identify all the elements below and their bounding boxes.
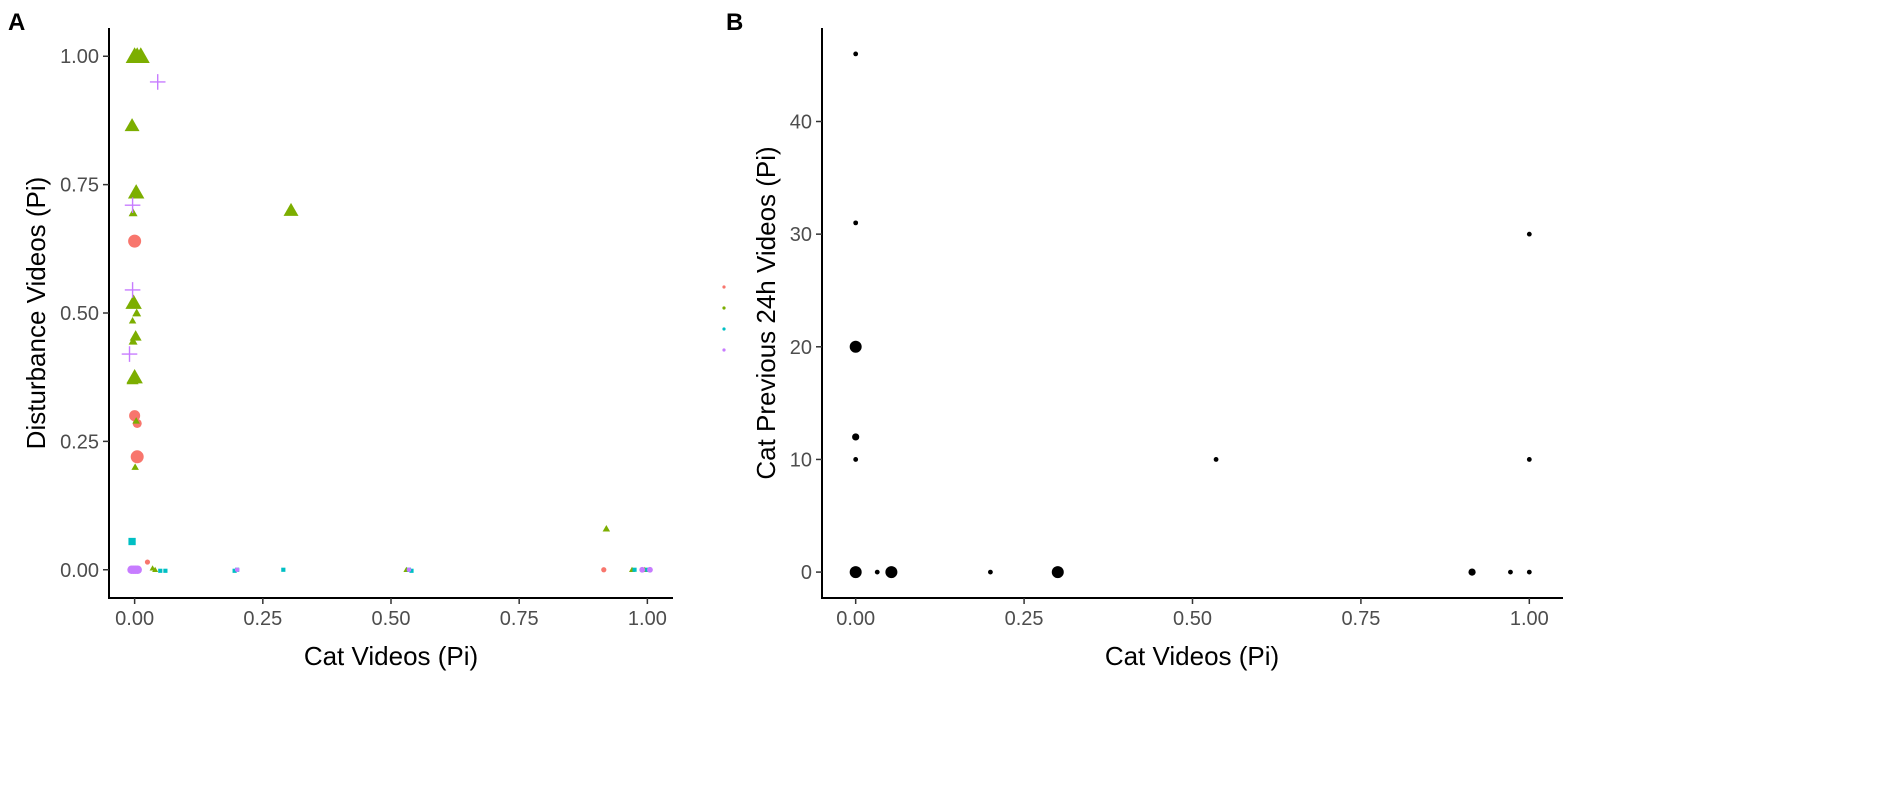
panel-b-data-point bbox=[874, 569, 880, 575]
panel-a-data-point bbox=[232, 568, 237, 573]
panel-b-data-point bbox=[1508, 569, 1513, 575]
panel-a-label: A bbox=[8, 9, 25, 36]
panel-b-data-point bbox=[853, 457, 859, 462]
panel-a-x-tick-label: 0.50 bbox=[372, 608, 411, 630]
panel-a-data-point bbox=[133, 565, 142, 574]
panel-a: A 0.00 0.25 0.50 0.75 1.00 0.00 0.25 0.50 0.75 1… bbox=[8, 9, 673, 671]
panel-b-data-point bbox=[1213, 457, 1219, 462]
panel-b-data-point bbox=[849, 340, 862, 353]
panel-a-data-point bbox=[283, 202, 299, 216]
panel-a-data-point bbox=[163, 568, 168, 573]
panel-b-y-ticks: 0 10 20 30 40 bbox=[790, 111, 822, 584]
panel-a-x-axis-label: Cat Videos (Pi) bbox=[304, 641, 478, 671]
panel-a-data-point bbox=[131, 47, 150, 63]
panel-a-data-point bbox=[132, 417, 140, 424]
panel-b-x-axis-label: Cat Videos (Pi) bbox=[1105, 641, 1279, 671]
panel-b: B 0.00 0.25 0.50 0.75 1.00 0 10 20 30 40 Cat Vid… bbox=[726, 9, 1563, 671]
panel-a-data-point bbox=[131, 463, 139, 470]
panel-a-data-point bbox=[121, 346, 138, 362]
panel-a-x-tick-label: 0.00 bbox=[115, 608, 154, 630]
panel-b-x-tick-label: 0.50 bbox=[1173, 608, 1212, 630]
panel-a-data-point bbox=[409, 568, 414, 573]
panel-b-x-tick-label: 0.75 bbox=[1341, 608, 1380, 630]
panel-a-data-point bbox=[129, 330, 142, 341]
panel-b-data-point bbox=[853, 220, 859, 226]
panel-a-data-point bbox=[152, 566, 159, 572]
panel-a-data-point bbox=[234, 567, 240, 573]
panel-a-x-tick-label: 1.00 bbox=[628, 608, 667, 630]
panel-b-y-tick-label: 40 bbox=[790, 111, 812, 133]
panel-b-data-point bbox=[849, 566, 862, 579]
panel-a-y-tick-label: 0.50 bbox=[60, 303, 99, 325]
panel-b-data-point bbox=[852, 433, 860, 441]
panel-b-data-point bbox=[885, 566, 898, 579]
panel-b-y-tick-label: 0 bbox=[801, 562, 812, 584]
panel-a-data-point bbox=[632, 567, 637, 572]
panel-a-y-tick-label: 1.00 bbox=[60, 46, 99, 68]
panel-a-data-point bbox=[149, 74, 166, 90]
panel-b-data-point bbox=[1526, 457, 1532, 462]
panel-a-data-point bbox=[158, 568, 163, 573]
panel-a-x-tick-label: 0.25 bbox=[243, 608, 282, 630]
panel-a-data-point bbox=[144, 559, 151, 565]
panel-a-data-point bbox=[128, 537, 136, 546]
panel-b-y-tick-label: 10 bbox=[790, 449, 812, 471]
panel-a-data-point bbox=[281, 567, 286, 572]
panel-b-x-tick-label: 0.00 bbox=[836, 608, 875, 630]
legend-key bbox=[722, 285, 726, 289]
panel-a-data-point bbox=[127, 184, 145, 199]
panel-a-data-point bbox=[128, 336, 138, 345]
panel-a-data-point bbox=[124, 282, 141, 298]
panel-a-data-point bbox=[647, 566, 653, 573]
panel-b-data-point bbox=[1526, 231, 1532, 237]
panel-a-data-point bbox=[125, 294, 142, 309]
panel-a-data-point bbox=[602, 524, 611, 532]
panel-a-data-point bbox=[132, 308, 142, 317]
legend-key bbox=[722, 327, 726, 331]
panel-b-points bbox=[849, 51, 1532, 579]
panel-b-x-tick-label: 1.00 bbox=[1510, 608, 1549, 630]
panel-a-data-point bbox=[126, 373, 139, 385]
panel-b-x-tick-label: 0.25 bbox=[1005, 608, 1044, 630]
panel-a-y-tick-label: 0.25 bbox=[60, 431, 99, 453]
panel-b-data-point bbox=[988, 569, 993, 575]
panel-b-data-point bbox=[1526, 569, 1532, 575]
panel-a-y-axis-label: Disturbance Videos (Pi) bbox=[21, 177, 51, 450]
panel-a-data-point bbox=[639, 566, 646, 573]
panel-a-data-point bbox=[129, 410, 141, 422]
panel-b-data-point bbox=[853, 51, 859, 57]
panel-b-y-tick-label: 20 bbox=[790, 337, 812, 359]
panel-a-data-point bbox=[601, 567, 607, 573]
panel-b-data-point bbox=[1468, 568, 1476, 576]
panel-b-y-axis-label: Cat Previous 24h Videos (Pi) bbox=[751, 146, 781, 479]
legend-key bbox=[722, 348, 726, 352]
panel-a-data-point bbox=[128, 316, 137, 324]
panel-a-data-point bbox=[406, 567, 412, 573]
legend bbox=[722, 285, 726, 352]
panel-b-x-ticks: 0.00 0.25 0.50 0.75 1.00 bbox=[836, 598, 1549, 630]
panel-a-data-point bbox=[124, 118, 140, 132]
panel-a-y-tick-label: 0.00 bbox=[60, 560, 99, 582]
panel-b-y-tick-label: 30 bbox=[790, 224, 812, 246]
panel-a-data-point bbox=[128, 234, 142, 248]
panel-a-y-tick-label: 0.75 bbox=[60, 175, 99, 197]
panel-a-data-point bbox=[130, 450, 144, 464]
legend-key bbox=[722, 306, 726, 310]
panel-a-x-tick-label: 0.75 bbox=[500, 608, 539, 630]
panel-a-y-ticks: 0.00 0.25 0.50 0.75 1.00 bbox=[60, 46, 109, 582]
panel-b-data-point bbox=[1051, 566, 1064, 579]
panel-a-points bbox=[121, 47, 653, 574]
panel-a-x-ticks: 0.00 0.25 0.50 0.75 1.00 bbox=[115, 598, 667, 630]
panel-a-data-point bbox=[124, 197, 141, 213]
panel-b-label: B bbox=[726, 9, 743, 36]
